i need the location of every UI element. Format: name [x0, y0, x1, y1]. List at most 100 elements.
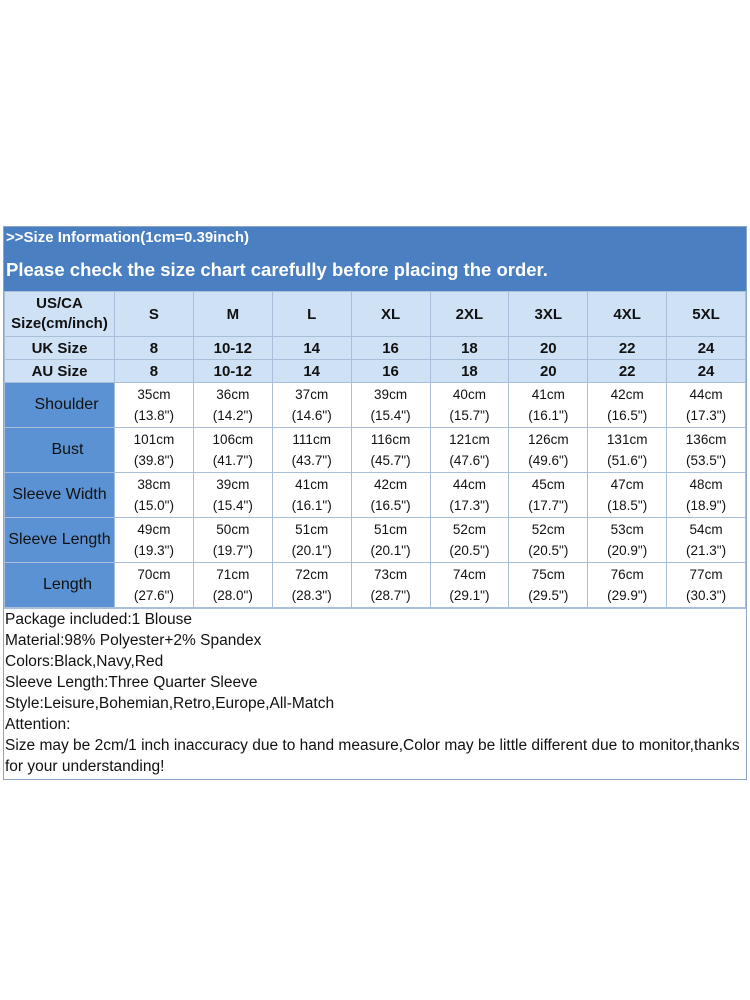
size-cell: S	[114, 291, 194, 337]
uk-size-cell: 22	[587, 336, 668, 360]
measurement-inch: (16.5")	[370, 498, 411, 513]
measurement-cell: 106cm (41.7")	[192, 427, 273, 473]
measurement-cm: 77cm	[689, 567, 723, 582]
measurement-inch: (49.6")	[528, 453, 569, 468]
size-header-row: US/CA Size(cm/inch) S M L XL 2XL 3XL 4XL 5XL	[4, 291, 746, 337]
measurement-cell: 39cm (15.4")	[350, 382, 431, 428]
au-size-cell: 14	[271, 359, 352, 383]
measurement-label: Sleeve Length	[4, 517, 115, 563]
measurement-inch: (51.6")	[607, 453, 648, 468]
measurement-cell: 48cm (18.9")	[666, 472, 746, 518]
measurement-cell: 44cm (17.3")	[429, 472, 510, 518]
measurement-cell: 42cm (16.5")	[587, 382, 668, 428]
measurement-cell: 41cm (16.1")	[508, 382, 589, 428]
measurement-cm: 54cm	[689, 522, 723, 537]
measurement-inch: (14.2")	[212, 408, 253, 423]
measurement-cell: 37cm (14.6")	[271, 382, 352, 428]
size-header-label: US/CA Size(cm/inch)	[4, 291, 115, 337]
measurement-cm: 70cm	[137, 567, 171, 582]
measurement-cm: 51cm	[374, 522, 408, 537]
measurement-inch: (16.5")	[607, 408, 648, 423]
measurement-cell: 45cm (17.7")	[508, 472, 589, 518]
size-cell: M	[192, 291, 273, 337]
size-info-banner: >>Size Information(1cm=0.39inch) Please …	[4, 227, 746, 291]
measurement-cm: 101cm	[133, 432, 175, 447]
measurement-cm: 136cm	[685, 432, 727, 447]
measurement-cell: 51cm (20.1")	[271, 517, 352, 563]
measurement-cell: 54cm (21.3")	[666, 517, 746, 563]
measurement-cm: 75cm	[531, 567, 565, 582]
measurement-inch: (13.8")	[133, 408, 174, 423]
measurement-cell: 53cm (20.9")	[587, 517, 668, 563]
measurement-inch: (16.1")	[528, 408, 569, 423]
uk-size-cell: 16	[350, 336, 431, 360]
measurement-cm: 40cm	[452, 387, 486, 402]
measurement-cm: 47cm	[610, 477, 644, 492]
au-size-cell: 22	[587, 359, 668, 383]
measurement-cm: 42cm	[610, 387, 644, 402]
measurement-inch: (47.6")	[449, 453, 490, 468]
measurement-cm: 50cm	[216, 522, 250, 537]
measurement-cell: 47cm (18.5")	[587, 472, 668, 518]
measurement-cell: 73cm (28.7")	[350, 562, 431, 608]
measurement-inch: (17.3")	[686, 408, 727, 423]
measurement-cm: 41cm	[531, 387, 565, 402]
measurement-inch: (18.5")	[607, 498, 648, 513]
measurement-cm: 38cm	[137, 477, 171, 492]
size-cell: 4XL	[587, 291, 668, 337]
measurement-cm: 116cm	[370, 432, 411, 447]
measurement-cell: 41cm (16.1")	[271, 472, 352, 518]
measurement-inch: (20.1")	[291, 543, 332, 558]
measurement-cell: 39cm (15.4")	[192, 472, 273, 518]
size-info-title: >>Size Information(1cm=0.39inch)	[6, 229, 249, 246]
measurement-row: Length 70cm (27.6") 71cm (28.0") 72cm (28.3") 7…	[4, 562, 746, 608]
measurement-cell: 52cm (20.5")	[429, 517, 510, 563]
measurement-cm: 44cm	[452, 477, 486, 492]
measurement-inch: (45.7")	[370, 453, 411, 468]
measurement-inch: (16.1")	[291, 498, 332, 513]
au-size-label: AU Size	[4, 359, 115, 383]
au-size-cell: 16	[350, 359, 431, 383]
measurement-cm: 52cm	[452, 522, 486, 537]
measurement-inch: (15.4")	[212, 498, 253, 513]
size-cell: 2XL	[429, 291, 510, 337]
measurement-cell: 38cm (15.0")	[114, 472, 194, 518]
measurement-cell: 131cm (51.6")	[587, 427, 668, 473]
measurement-cell: 40cm (15.7")	[429, 382, 510, 428]
measurement-cell: 126cm (49.6")	[508, 427, 589, 473]
measurement-inch: (17.3")	[449, 498, 490, 513]
measurement-label-text: Sleeve Length	[8, 531, 111, 548]
measurement-cm: 121cm	[449, 432, 490, 447]
au-size-cell: 20	[508, 359, 589, 383]
au-size-cell: 24	[666, 359, 746, 383]
uk-size-cell: 8	[114, 336, 194, 360]
measurement-inch: (30.3")	[686, 588, 727, 603]
measurement-cell: 36cm (14.2")	[192, 382, 273, 428]
size-cell: XL	[350, 291, 431, 337]
measurement-cm: 73cm	[374, 567, 408, 582]
measurement-cm: 41cm	[295, 477, 329, 492]
measurement-cm: 74cm	[452, 567, 486, 582]
uk-size-cell: 20	[508, 336, 589, 360]
disclaimer-note: Size may be 2cm/1 inch inaccuracy due to…	[5, 737, 740, 775]
measurement-label-text: Shoulder	[34, 396, 99, 413]
measurement-row: Shoulder 35cm (13.8") 36cm (14.2") 37cm (14.6"…	[4, 382, 746, 428]
size-chart-sheet: >>Size Information(1cm=0.39inch) Please …	[3, 226, 747, 780]
measurement-cm: 72cm	[295, 567, 329, 582]
sleeve-note: Sleeve Length:Three Quarter Sleeve	[5, 674, 258, 691]
product-notes: Package included:1 Blouse Material:98% P…	[4, 608, 746, 779]
measurement-inch: (20.9")	[607, 543, 648, 558]
measurement-cm: 49cm	[137, 522, 171, 537]
measurement-inch: (17.7")	[528, 498, 569, 513]
measurement-inch: (28.3")	[291, 588, 332, 603]
size-cell: 3XL	[508, 291, 589, 337]
measurement-cell: 111cm (43.7")	[271, 427, 352, 473]
measurement-inch: (15.0")	[133, 498, 174, 513]
measurement-cm: 52cm	[531, 522, 565, 537]
au-size-cell: 18	[429, 359, 510, 383]
measurement-cell: 42cm (16.5")	[350, 472, 431, 518]
measurement-cell: 77cm (30.3")	[666, 562, 746, 608]
measurement-cm: 39cm	[216, 477, 250, 492]
size-cell: L	[271, 291, 352, 337]
measurement-label-text: Sleeve Width	[12, 486, 107, 503]
